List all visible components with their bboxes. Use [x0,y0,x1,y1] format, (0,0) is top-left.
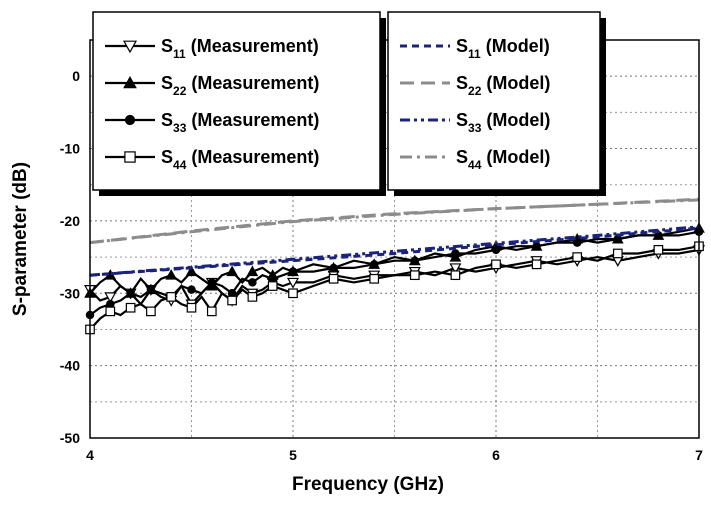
data-point-marker [185,265,198,277]
data-point-marker [125,302,136,313]
legend-label: S22 (Measurement) [161,73,319,98]
legend-box-measurement [92,11,381,191]
data-point-marker [286,277,300,289]
y-tick-label: -20 [60,213,80,229]
data-point-marker [146,306,156,317]
legend-entry-s33-measurement-: S33 (Measurement) [105,110,319,135]
legend-label: S44 (Measurement) [161,147,319,172]
data-point-marker [491,259,501,270]
data-point-marker [207,278,217,287]
data-point-marker [246,265,259,277]
data-point-marker [187,285,196,294]
y-axis-label: S-parameter (dB) [10,162,31,316]
data-point-marker [613,234,623,244]
legend-label: S33 (Model) [456,110,550,135]
data-point-marker [106,299,115,309]
data-point-marker [123,75,137,89]
legend-box-model [387,11,601,191]
data-point-marker [449,263,462,275]
x-tick-label: 5 [289,447,297,463]
legend-entry-s11-measurement-: S11 (Measurement) [105,36,319,61]
x-tick-label: 7 [695,447,703,463]
data-point-marker [612,248,623,259]
legend-label: S11 (Model) [456,36,550,61]
y-tick-label: -40 [60,358,80,374]
series-layer [83,197,706,335]
data-point-marker [572,252,583,262]
legend-entry-s33-model-: S33 (Model) [400,110,550,135]
data-point-marker [329,263,338,273]
data-point-marker [124,114,136,126]
data-point-marker [124,151,136,163]
x-axis-label: Frequency (GHz) [292,474,444,495]
data-point-marker [369,273,380,284]
data-point-marker [146,285,156,294]
legend-entry-s22-model-: S22 (Model) [400,73,550,98]
y-tick-label: -50 [60,430,80,446]
data-point-marker [491,245,501,255]
data-point-marker [206,306,217,317]
x-tick-labels: 4 5 6 7 [86,447,703,463]
series-line [89,225,700,277]
data-point-marker [409,270,420,281]
y-tick-label: -30 [60,285,80,301]
legend-label: S33 (Measurement) [161,110,319,135]
series-s44-model- [89,198,700,245]
data-point-marker [532,241,541,251]
data-point-marker [572,238,582,247]
legend: S11 (Measurement) S22 (Measurement) S33 (M… [105,36,550,172]
data-point-marker [247,292,258,302]
legend-entry-s11-model-: S11 (Model) [400,36,550,61]
data-point-marker [104,292,117,304]
legend-label: S11 (Measurement) [161,36,319,61]
legend-entry-s44-measurement-: S44 (Measurement) [105,147,319,172]
series-line [89,198,700,245]
data-point-marker [248,278,257,287]
series-s33-measurement- [85,227,704,320]
series-s33-model- [89,225,700,277]
data-point-marker [227,289,237,298]
legend-label: S44 (Model) [456,147,550,172]
legend-entry-s44-model-: S44 (Model) [400,147,550,172]
data-point-marker [165,269,178,280]
y-tick-label: 0 [72,68,80,84]
data-point-marker [166,292,177,302]
data-point-marker [288,267,298,276]
data-point-marker [267,281,278,291]
data-point-marker [227,295,237,306]
data-point-marker [451,249,460,258]
y-tick-label: -10 [60,141,80,157]
data-point-marker [450,270,461,281]
x-tick-label: 6 [492,447,500,463]
data-point-marker [226,265,238,277]
legend-label: S22 (Model) [456,73,550,98]
y-tick-labels: 0 -10 -20 -30 -40 -50 [60,68,80,446]
data-point-marker [288,288,298,299]
data-point-marker [369,260,379,269]
legend-entry-s22-measurement-: S22 (Measurement) [105,73,319,98]
x-tick-label: 4 [86,447,94,463]
data-point-marker [186,302,197,313]
data-point-marker [531,259,542,270]
data-point-marker [105,306,116,317]
data-point-marker [328,273,339,284]
data-point-marker [126,289,135,298]
data-point-marker [268,274,277,284]
data-point-marker [410,256,420,265]
data-point-marker [653,245,664,255]
data-point-marker [122,40,138,54]
